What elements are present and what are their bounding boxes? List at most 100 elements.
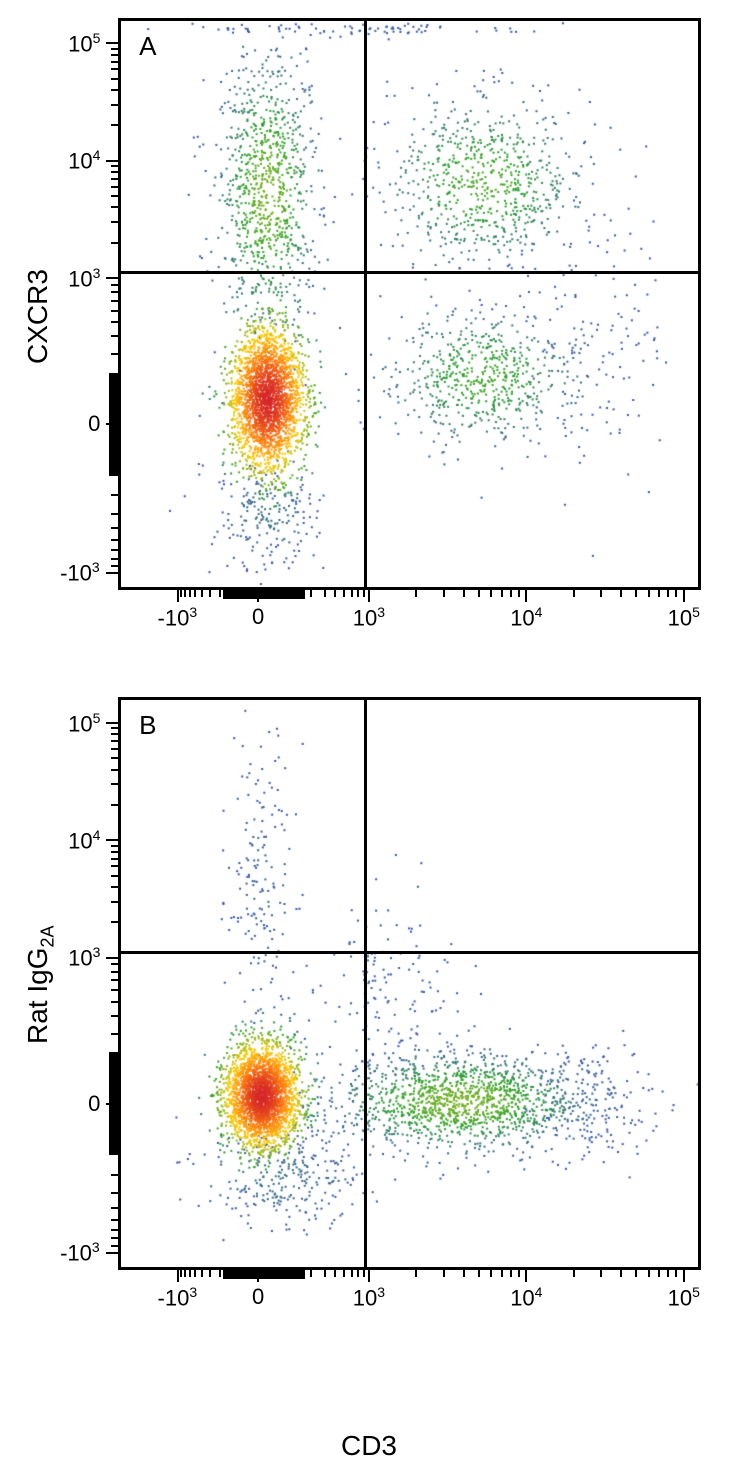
y-minor-tick-neg bbox=[111, 494, 118, 496]
panel-b: B Rat IgG2A -1030103104105-1030103104105 bbox=[0, 680, 738, 1414]
figure-root: A CXCR3 -1030103104105-1030103104105 B R… bbox=[0, 0, 738, 1468]
y-minor-tick bbox=[111, 321, 118, 323]
plot-inner-a: A bbox=[121, 21, 698, 588]
x-minor-tick bbox=[600, 590, 602, 597]
y-minor-tick bbox=[111, 68, 118, 70]
y-minor-tick bbox=[111, 1001, 118, 1003]
y-tick bbox=[106, 277, 118, 279]
scatter-canvas-a bbox=[121, 21, 698, 588]
y-minor-tick bbox=[111, 310, 118, 312]
y-minor-tick bbox=[111, 178, 118, 180]
y-tick bbox=[106, 160, 118, 162]
x-minor-tick bbox=[501, 590, 503, 597]
x-minor-tick bbox=[334, 590, 336, 597]
y-minor-tick bbox=[111, 89, 118, 91]
x-minor-tick-neg bbox=[180, 590, 182, 597]
x-minor-tick-neg bbox=[194, 590, 196, 597]
y-tick-label: 105 bbox=[68, 710, 100, 737]
x-minor-tick bbox=[324, 590, 326, 597]
y-minor-tick-neg bbox=[111, 549, 118, 551]
x-tick-label: 103 bbox=[353, 604, 385, 631]
y-axis-pileup bbox=[109, 373, 118, 476]
y-minor-tick bbox=[111, 989, 118, 991]
y-tick bbox=[106, 42, 118, 44]
y-minor-tick bbox=[111, 733, 118, 735]
y-minor-tick bbox=[111, 221, 118, 223]
x-minor-tick-neg bbox=[209, 590, 211, 597]
x-minor-tick bbox=[415, 590, 417, 597]
y-minor-tick bbox=[111, 727, 118, 729]
quadrant-hline-b bbox=[121, 951, 698, 954]
y-minor-tick bbox=[111, 78, 118, 80]
x-tick-label: 0 bbox=[252, 604, 264, 630]
x-minor-tick bbox=[357, 590, 359, 597]
y-tick bbox=[106, 957, 118, 959]
x-minor-tick bbox=[443, 590, 445, 597]
y-tick bbox=[106, 572, 118, 574]
y-minor-tick-neg bbox=[111, 558, 118, 560]
y-minor-tick bbox=[111, 171, 118, 173]
x-tick bbox=[368, 1270, 370, 1282]
x-minor-tick bbox=[675, 1270, 677, 1277]
y-tick-label: 104 bbox=[68, 827, 100, 854]
x-minor-tick bbox=[510, 590, 512, 597]
y-tick-label: 0 bbox=[88, 1091, 100, 1117]
quadrant-hline-a bbox=[121, 271, 698, 274]
x-tick-label: 104 bbox=[510, 1284, 542, 1311]
panel-label-a: A bbox=[139, 31, 156, 62]
y-minor-tick bbox=[111, 335, 118, 337]
x-minor-tick bbox=[363, 1270, 365, 1277]
y-minor-tick bbox=[111, 61, 118, 63]
x-tick-label: 105 bbox=[668, 1284, 700, 1311]
y-minor-tick bbox=[111, 165, 118, 167]
x-minor-tick bbox=[415, 1270, 417, 1277]
y-minor-tick-neg bbox=[111, 1192, 118, 1194]
y-minor-tick-neg bbox=[111, 1219, 118, 1221]
x-minor-tick bbox=[620, 1270, 622, 1277]
x-minor-tick-neg bbox=[194, 1270, 196, 1277]
y-tick-label: 105 bbox=[68, 30, 100, 57]
x-minor-tick bbox=[648, 1270, 650, 1277]
y-axis-label-a: CXCR3 bbox=[22, 269, 54, 364]
x-tick-label: -103 bbox=[158, 1284, 198, 1311]
y-minor-tick-neg bbox=[111, 1229, 118, 1231]
x-minor-tick bbox=[667, 590, 669, 597]
y-minor-tick bbox=[111, 353, 118, 355]
x-minor-tick bbox=[343, 1270, 345, 1277]
x-minor-tick bbox=[363, 590, 365, 597]
x-minor-tick bbox=[324, 1270, 326, 1277]
x-minor-tick bbox=[463, 1270, 465, 1277]
y-minor-tick bbox=[111, 851, 118, 853]
y-minor-tick-neg bbox=[111, 565, 118, 567]
quadrant-vline-b bbox=[364, 700, 367, 1267]
y-minor-tick bbox=[111, 804, 118, 806]
y-minor-tick-neg bbox=[111, 1237, 118, 1239]
plot-frame-b: B bbox=[118, 697, 701, 1270]
y-minor-tick bbox=[111, 757, 118, 759]
x-minor-tick bbox=[357, 1270, 359, 1277]
y-tick bbox=[106, 1252, 118, 1254]
panel-a: A CXCR3 -1030103104105-1030103104105 bbox=[0, 0, 738, 734]
x-minor-tick bbox=[343, 590, 345, 597]
y-minor-tick bbox=[111, 284, 118, 286]
y-tick-label: 103 bbox=[68, 944, 100, 971]
x-minor-tick bbox=[573, 1270, 575, 1277]
x-minor-tick bbox=[310, 590, 312, 597]
y-tick-label: 103 bbox=[68, 265, 100, 292]
x-minor-tick bbox=[351, 1270, 353, 1277]
x-tick bbox=[683, 1270, 685, 1282]
x-minor-tick bbox=[667, 1270, 669, 1277]
x-minor-tick bbox=[334, 1270, 336, 1277]
y-minor-tick bbox=[111, 921, 118, 923]
y-tick-label: -103 bbox=[60, 1239, 100, 1266]
x-minor-tick bbox=[510, 1270, 512, 1277]
y-minor-tick bbox=[111, 291, 118, 293]
x-minor-tick bbox=[648, 590, 650, 597]
x-minor-tick bbox=[478, 590, 480, 597]
x-minor-tick-neg bbox=[219, 1270, 221, 1277]
x-minor-tick bbox=[600, 1270, 602, 1277]
y-tick-label: -103 bbox=[60, 559, 100, 586]
y-tick bbox=[106, 839, 118, 841]
y-minor-tick bbox=[111, 1015, 118, 1017]
y-minor-tick bbox=[111, 783, 118, 785]
